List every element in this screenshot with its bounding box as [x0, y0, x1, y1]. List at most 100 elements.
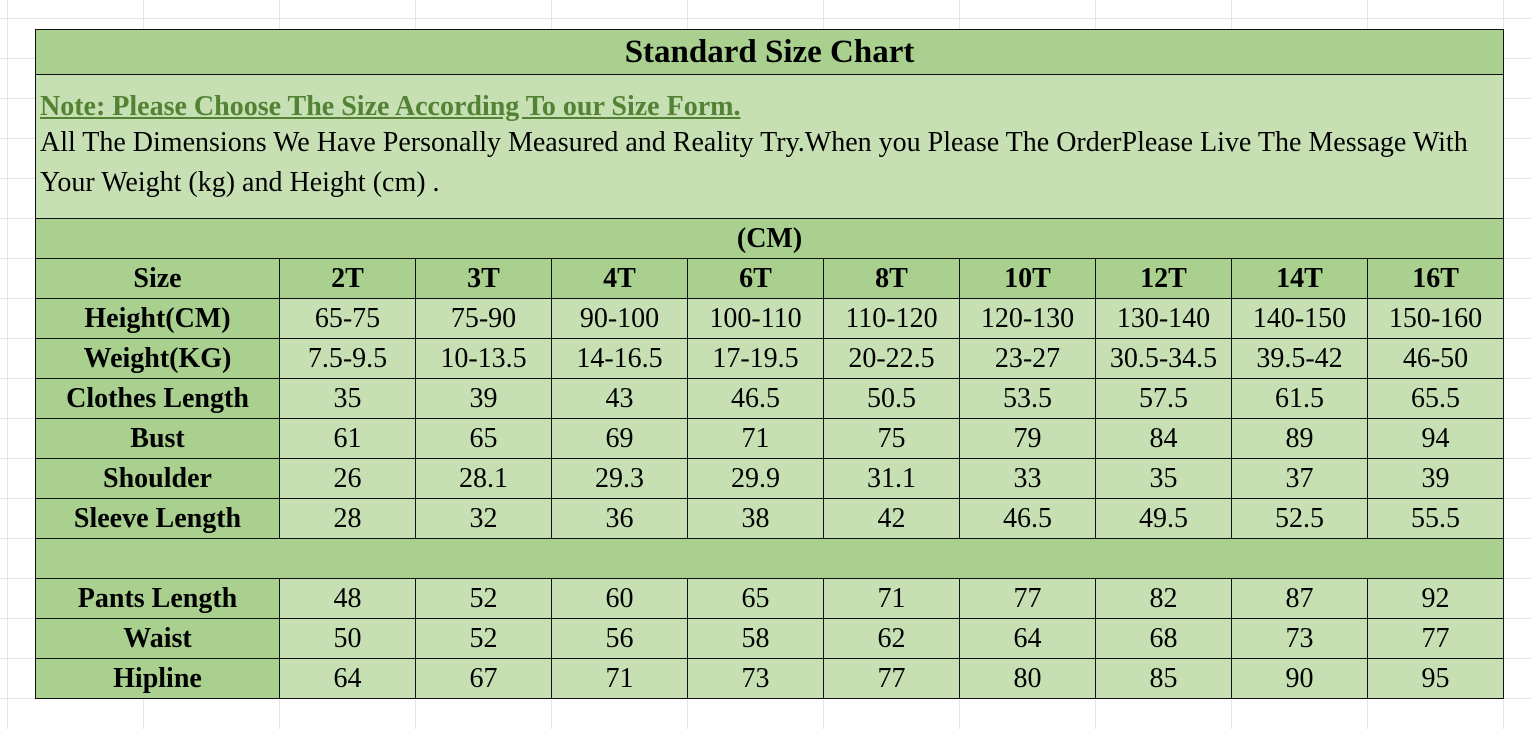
size-header-16t: 16T [1366, 258, 1505, 299]
table-cell: 52.5 [1231, 498, 1368, 539]
table-cell: 100-110 [687, 298, 824, 339]
table-cell: 29.3 [551, 458, 688, 499]
table-row: Waist 50 52 56 58 62 64 68 73 77 [35, 618, 1505, 659]
table-cell: 82 [1095, 578, 1232, 619]
table-cell: 64 [959, 618, 1096, 659]
table-cell: 10-13.5 [415, 338, 552, 379]
table-cell: 46.5 [687, 378, 824, 419]
note-heading: Note: Please Choose The Size According T… [40, 91, 741, 122]
table-cell: 71 [823, 578, 960, 619]
table-cell: 71 [687, 418, 824, 459]
row-label: Height(CM) [35, 298, 280, 339]
table-cell: 68 [1095, 618, 1232, 659]
table-row: Bust 61 65 69 71 75 79 84 89 94 [35, 418, 1505, 459]
table-cell: 65 [415, 418, 552, 459]
table-cell: 49.5 [1095, 498, 1232, 539]
table-cell: 62 [823, 618, 960, 659]
table-cell: 65.5 [1366, 378, 1505, 419]
table-cell: 33 [959, 458, 1096, 499]
size-header-3t: 3T [415, 258, 552, 299]
table-cell: 7.5-9.5 [279, 338, 416, 379]
unit-label: (CM) [34, 218, 1505, 259]
row-label: Weight(KG) [35, 338, 280, 379]
size-header-label: Size [35, 258, 280, 299]
table-cell: 80 [959, 658, 1096, 699]
chart-title: Standard Size Chart [34, 29, 1505, 75]
table-cell: 130-140 [1095, 298, 1232, 339]
table-cell: 35 [279, 378, 416, 419]
table-cell: 85 [1095, 658, 1232, 699]
table-cell: 43 [551, 378, 688, 419]
table-row: Sleeve Length 28 32 36 38 42 46.5 49.5 52.5 55.5 [35, 498, 1505, 539]
table-cell: 17-19.5 [687, 338, 824, 379]
table-cell: 89 [1231, 418, 1368, 459]
row-label: Bust [35, 418, 280, 459]
row-label: Waist [35, 618, 280, 659]
table-cell: 75-90 [415, 298, 552, 339]
table-cell: 84 [1095, 418, 1232, 459]
table-cell: 92 [1366, 578, 1505, 619]
size-chart-table: Standard Size Chart Note: Please Choose … [34, 29, 1505, 699]
table-cell: 20-22.5 [823, 338, 960, 379]
table-cell: 65-75 [279, 298, 416, 339]
table-cell: 77 [823, 658, 960, 699]
table-cell: 23-27 [959, 338, 1096, 379]
note-body: All The Dimensions We Have Personally Me… [40, 127, 1468, 198]
table-cell: 95 [1366, 658, 1505, 699]
table-cell: 150-160 [1366, 298, 1505, 339]
row-label: Clothes Length [35, 378, 280, 419]
note-cell: Note: Please Choose The Size According T… [34, 74, 1505, 219]
size-header-8t: 8T [823, 258, 960, 299]
table-cell: 39.5-42 [1231, 338, 1368, 379]
table-row: Clothes Length 35 39 43 46.5 50.5 53.5 57.5 61.5… [35, 378, 1505, 419]
table-cell: 60 [551, 578, 688, 619]
table-cell: 28.1 [415, 458, 552, 499]
size-header-10t: 10T [959, 258, 1096, 299]
table-cell: 55.5 [1366, 498, 1505, 539]
table-cell: 30.5-34.5 [1095, 338, 1232, 379]
table-cell: 77 [1366, 618, 1505, 659]
table-cell: 58 [687, 618, 824, 659]
table-cell: 71 [551, 658, 688, 699]
table-cell: 69 [551, 418, 688, 459]
size-header-2t: 2T [279, 258, 416, 299]
table-row: Hipline 64 67 71 73 77 80 85 90 95 [35, 658, 1505, 699]
table-cell: 36 [551, 498, 688, 539]
row-label: Shoulder [35, 458, 280, 499]
size-header-14t: 14T [1231, 258, 1368, 299]
table-cell: 48 [279, 578, 416, 619]
table-cell: 52 [415, 578, 552, 619]
table-cell: 73 [687, 658, 824, 699]
table-cell: 77 [959, 578, 1096, 619]
table-cell: 94 [1366, 418, 1505, 459]
row-label: Sleeve Length [35, 498, 280, 539]
table-cell: 39 [415, 378, 552, 419]
table-cell: 46.5 [959, 498, 1096, 539]
table-cell: 38 [687, 498, 824, 539]
table-cell: 31.1 [823, 458, 960, 499]
table-cell: 32 [415, 498, 552, 539]
table-cell: 57.5 [1095, 378, 1232, 419]
size-header-row: Size 2T 3T 4T 6T 8T 10T 12T 14T 16T [35, 258, 1505, 299]
table-cell: 90 [1231, 658, 1368, 699]
table-cell: 56 [551, 618, 688, 659]
table-cell: 120-130 [959, 298, 1096, 339]
table-cell: 87 [1231, 578, 1368, 619]
table-cell: 53.5 [959, 378, 1096, 419]
table-cell: 64 [279, 658, 416, 699]
table-cell: 110-120 [823, 298, 960, 339]
table-cell: 61.5 [1231, 378, 1368, 419]
separator-cell [34, 538, 1505, 579]
table-cell: 46-50 [1366, 338, 1505, 379]
separator-row [34, 538, 1505, 579]
table-cell: 65 [687, 578, 824, 619]
table-cell: 39 [1366, 458, 1505, 499]
table-row: Height(CM) 65-75 75-90 90-100 100-110 110-120… [35, 298, 1505, 339]
table-cell: 50 [279, 618, 416, 659]
table-row: Weight(KG) 7.5-9.5 10-13.5 14-16.5 17-19.5 20… [35, 338, 1505, 379]
table-cell: 52 [415, 618, 552, 659]
table-cell: 140-150 [1231, 298, 1368, 339]
table-cell: 35 [1095, 458, 1232, 499]
table-cell: 37 [1231, 458, 1368, 499]
table-cell: 75 [823, 418, 960, 459]
